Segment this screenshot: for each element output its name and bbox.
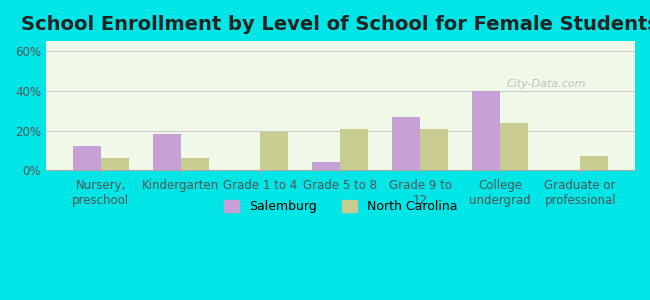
Bar [261, 133, 289, 170]
Bar [73, 146, 101, 170]
Bar [313, 162, 341, 170]
Bar [393, 117, 421, 170]
Bar [341, 128, 369, 170]
Bar [500, 123, 528, 170]
Bar [421, 128, 448, 170]
Bar [473, 91, 501, 170]
Bar [181, 158, 209, 170]
Legend: Salemburg, North Carolina: Salemburg, North Carolina [219, 195, 462, 218]
Bar [153, 134, 181, 170]
Text: City-Data.com: City-Data.com [507, 79, 586, 89]
Bar [101, 158, 129, 170]
Bar [580, 156, 608, 170]
Title: School Enrollment by Level of School for Female Students: School Enrollment by Level of School for… [21, 15, 650, 34]
